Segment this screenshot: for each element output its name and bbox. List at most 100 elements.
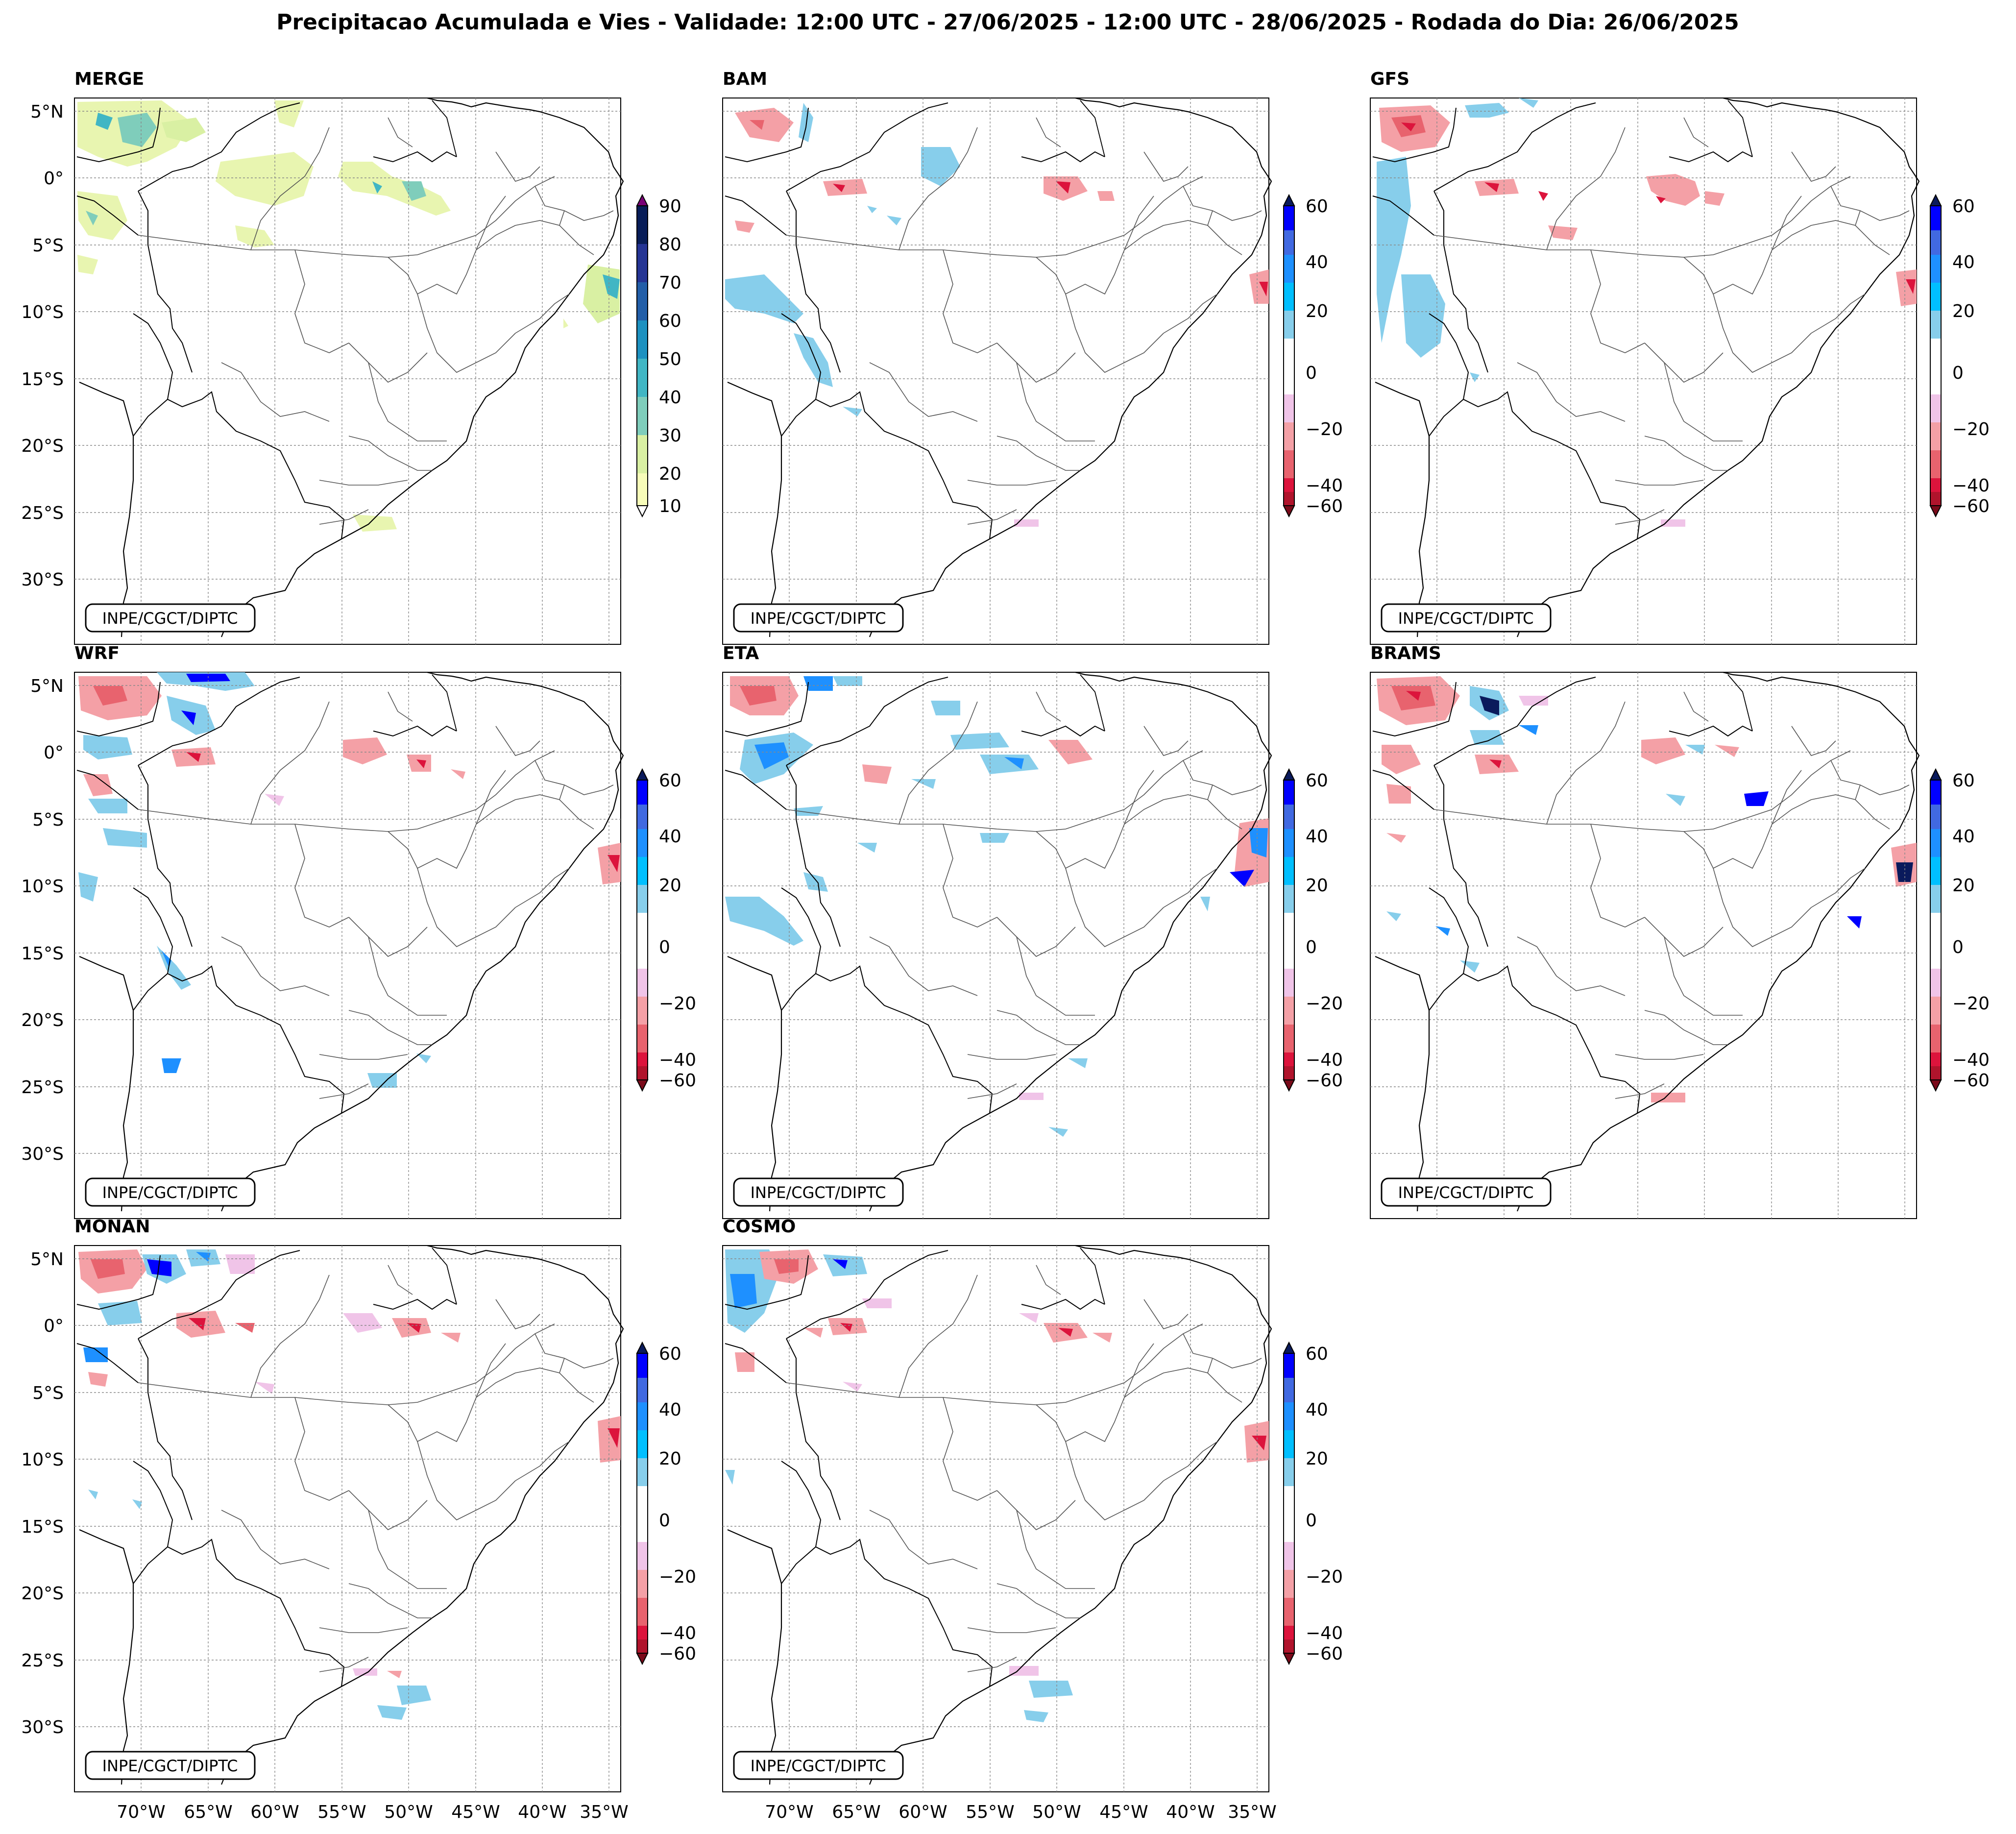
colorbar-bias: 60 40 20 0 −20 −40 −60 [1929,194,1990,518]
svg-text:60°W: 60°W [899,1802,947,1822]
map-frame [74,98,621,645]
graticule [723,98,1269,644]
credit-text: INPE/CGCT/DIPTC [1398,1183,1534,1202]
map-panel-bam: BAM INPE/CGCT/DIPTC [722,69,1272,645]
svg-text:40: 40 [1306,252,1328,272]
svg-text:20: 20 [659,1449,681,1469]
panel-title: WRF [74,643,120,663]
svg-text:40: 40 [659,827,681,847]
lat-labels: 5°N 0° 5°S 10°S 15°S 20°S 25°S 30°S [21,102,64,590]
map-frame [1370,98,1917,645]
bias-fields [1377,98,1917,527]
map-frame [1370,672,1917,1219]
svg-text:50°W: 50°W [384,1802,433,1822]
credit-box: INPE/CGCT/DIPTC [1381,603,1552,633]
svg-text:70: 70 [659,273,681,293]
svg-text:0: 0 [659,937,670,957]
svg-text:80: 80 [659,235,681,255]
svg-text:−20: −20 [659,994,696,1014]
svg-text:15°S: 15°S [21,944,64,964]
svg-text:5°S: 5°S [32,236,64,256]
credit-box: INPE/CGCT/DIPTC [1381,1177,1552,1207]
map-frame [722,672,1269,1219]
svg-text:0: 0 [1306,1511,1317,1531]
svg-text:−60: −60 [1306,496,1343,516]
svg-text:40: 40 [1952,252,1975,272]
svg-text:40: 40 [1306,1400,1328,1420]
map-panel-wrf: WRF 5°N 0° 5°S 10°S 15°S 20°S 25°S 30°S INPE… [21,643,624,1219]
svg-text:40: 40 [659,388,681,408]
map-frame [74,672,621,1219]
graticule [74,672,621,1219]
svg-text:−40: −40 [1306,1050,1343,1070]
svg-text:30: 30 [659,426,681,446]
credit-text: INPE/CGCT/DIPTC [102,1757,238,1775]
precip-fields [77,100,620,532]
svg-text:70°W: 70°W [117,1802,165,1822]
map-panel-brams: BRAMS INPE/CGCT/DIPTC [1370,643,1920,1219]
bias-fields [725,103,1269,527]
map-panel-eta: ETA INPE/CGCT/DIPTC [722,643,1272,1219]
credit-box: INPE/CGCT/DIPTC [85,1751,256,1780]
svg-text:5°N: 5°N [30,676,64,696]
svg-text:−40: −40 [1952,476,1990,496]
svg-text:0°: 0° [44,743,64,763]
graticule [74,98,621,644]
svg-text:0°: 0° [44,1316,64,1336]
svg-text:−60: −60 [1952,496,1990,516]
svg-text:40: 40 [1952,827,1975,847]
svg-text:−20: −20 [659,1567,696,1587]
svg-text:55°W: 55°W [317,1802,366,1822]
credit-text: INPE/CGCT/DIPTC [751,1757,886,1775]
colorbar-bias: 60 40 20 0 −20 −40 −60 [1283,768,1343,1092]
bias-fields [725,676,1269,1137]
svg-text:0: 0 [1306,363,1317,383]
panel-title: MERGE [74,69,144,89]
svg-text:−60: −60 [1306,1644,1343,1664]
credit-text: INPE/CGCT/DIPTC [1398,609,1534,628]
svg-text:−20: −20 [1952,419,1990,440]
svg-text:15°S: 15°S [21,1517,64,1537]
colorbar-bias: 60 40 20 0 −20 −40 −60 [1929,768,1990,1092]
svg-text:−20: −20 [1306,419,1343,440]
svg-text:−60: −60 [1952,1071,1990,1091]
svg-text:20: 20 [1306,301,1328,321]
svg-text:5°N: 5°N [30,102,64,122]
panel-title: COSMO [723,1217,796,1237]
svg-text:−40: −40 [1306,1623,1343,1643]
lat-labels: 5°N 0° 5°S 10°S 15°S 20°S 25°S 30°S [21,676,64,1164]
graticule [1370,98,1917,644]
svg-text:−60: −60 [1306,1071,1343,1091]
svg-text:40: 40 [1306,827,1328,847]
svg-text:10°S: 10°S [21,877,64,897]
svg-text:35°W: 35°W [580,1802,628,1822]
svg-text:55°W: 55°W [966,1802,1014,1822]
svg-text:20°S: 20°S [21,1584,64,1604]
credit-box: INPE/CGCT/DIPTC [733,603,904,633]
map-frame [74,1245,621,1792]
graticule [74,1246,621,1792]
svg-text:40°W: 40°W [1166,1802,1214,1822]
svg-text:20: 20 [1306,876,1328,896]
colorbar-bias: 60 40 20 0 −20 −40 −60 [636,768,696,1092]
svg-text:40°W: 40°W [518,1802,566,1822]
svg-text:50°W: 50°W [1032,1802,1081,1822]
lon-labels: 70°W 65°W 60°W 55°W 50°W 45°W 40°W 35°W [117,1802,628,1822]
map-panel-merge: MERGE 5°N 0° 5°S 10°S 15°S 20°S 25°S 30°S IN… [21,69,624,645]
svg-text:25°S: 25°S [21,1651,64,1671]
svg-text:20: 20 [1952,301,1975,321]
svg-text:10°S: 10°S [21,1450,64,1470]
svg-text:20: 20 [1306,1449,1328,1469]
map-panel-monan: MONAN 5°N 0° 5°S 10°S 15°S 20°S 25°S 30°S 70… [21,1217,628,1822]
panel-title: GFS [1370,69,1409,89]
svg-text:−40: −40 [1952,1050,1990,1070]
svg-text:10°S: 10°S [21,302,64,322]
svg-text:65°W: 65°W [832,1802,880,1822]
svg-text:25°S: 25°S [21,1077,64,1098]
lat-labels: 5°N 0° 5°S 10°S 15°S 20°S 25°S 30°S [21,1249,64,1737]
svg-text:45°W: 45°W [1099,1802,1148,1822]
svg-text:60: 60 [1306,771,1328,791]
credit-text: INPE/CGCT/DIPTC [751,1183,886,1202]
panel-title: BRAMS [1370,643,1441,663]
